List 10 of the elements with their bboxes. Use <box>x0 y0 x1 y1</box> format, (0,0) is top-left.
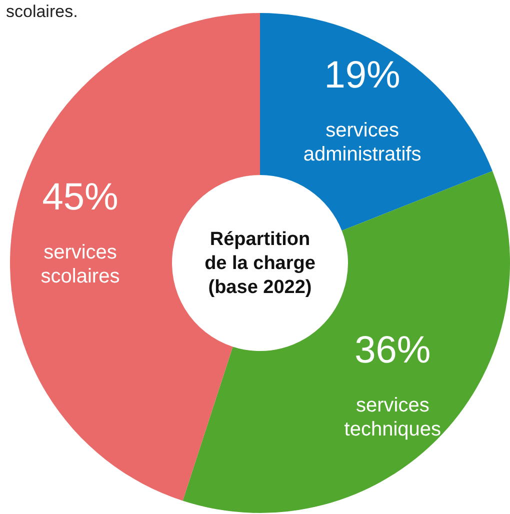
text: Répartition de la charge (base 2022) <box>204 229 316 298</box>
slice-label: services techniques <box>344 394 442 441</box>
text: scolaires. <box>6 2 78 21</box>
data-label: 36% <box>354 330 431 372</box>
donut-slice <box>260 13 492 231</box>
donut-slice <box>182 170 510 513</box>
slice-label: services administratifs <box>303 119 422 166</box>
slice-label: services scolaires <box>40 242 120 288</box>
data-label: 45% <box>42 176 118 219</box>
data-label: 19% <box>324 54 400 96</box>
